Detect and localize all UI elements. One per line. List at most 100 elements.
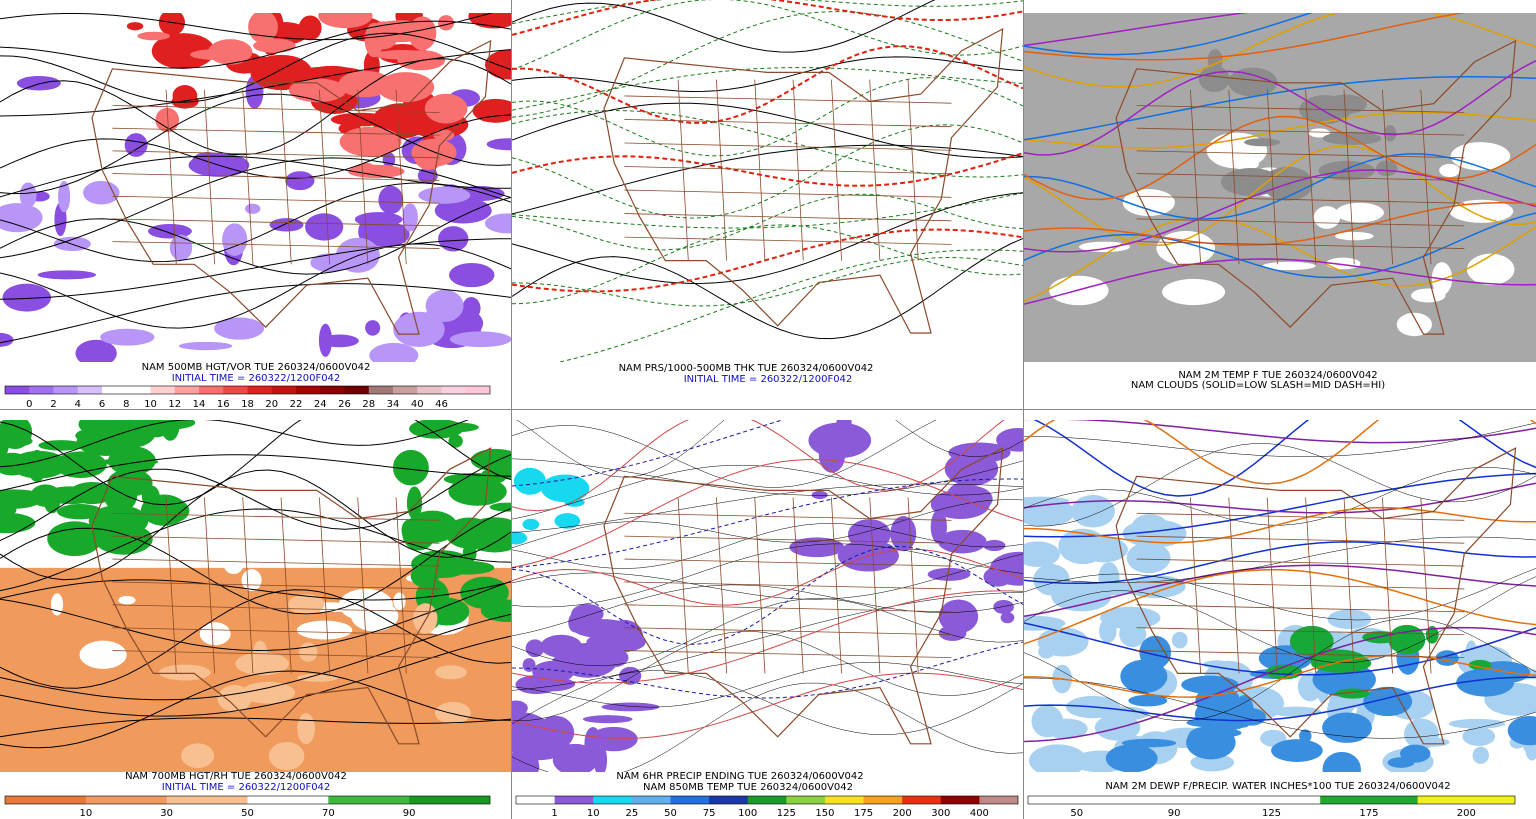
field-blob (50, 593, 64, 616)
state-border (165, 497, 177, 674)
contour (0, 182, 511, 263)
field-blob (372, 50, 433, 60)
state-border (112, 558, 440, 567)
colorbar-frame (4, 385, 491, 395)
contour (512, 420, 937, 488)
field-blob (1262, 261, 1316, 271)
caption: NAM 2M TEMP F TUE 260324/0600V042 (1178, 370, 1377, 381)
state-border (112, 650, 440, 658)
field-blob (522, 518, 540, 531)
country-border (91, 39, 492, 335)
field-blob (298, 15, 322, 41)
field-blob (1335, 202, 1384, 223)
field-blob (88, 505, 149, 538)
contour (0, 613, 511, 701)
contour (512, 256, 1023, 307)
contour (512, 545, 1023, 645)
field-blob (552, 653, 589, 670)
field-blob (365, 320, 381, 336)
state-border (1190, 89, 1202, 265)
field-blob (1466, 253, 1515, 286)
colorbar-label: 75 (703, 808, 716, 819)
colorbar-label: 34 (387, 399, 400, 410)
field-blob (370, 20, 430, 43)
contour (512, 584, 1023, 637)
field-blob (1098, 562, 1120, 594)
colorbar-label: 90 (1168, 808, 1181, 819)
field-blob (418, 186, 471, 204)
field-blob (1079, 536, 1128, 563)
contour (512, 0, 936, 53)
contour (512, 109, 1023, 178)
contour (512, 193, 1023, 251)
contour (0, 238, 511, 300)
field-blob (1181, 675, 1239, 694)
field-blob (208, 39, 253, 65)
field-blob (305, 213, 344, 241)
state-border (112, 535, 440, 544)
field-blob (1388, 624, 1426, 655)
contour (1024, 13, 1466, 61)
contour (0, 508, 511, 615)
state-border (112, 604, 440, 613)
field-blob (1465, 640, 1478, 666)
contour (1024, 13, 1249, 47)
contour (1024, 420, 1536, 444)
state-border (1136, 127, 1465, 136)
field-blob (338, 588, 393, 621)
country-border (603, 447, 1004, 745)
contour (512, 102, 1023, 159)
caption: NAM CLOUDS (SOLID=LOW SLASH=MID DASH=HI) (1131, 380, 1385, 391)
field-blob (296, 620, 353, 640)
state-border (1136, 195, 1465, 204)
field-blob (432, 422, 479, 433)
state-border (677, 497, 689, 674)
state-border (112, 241, 440, 249)
field-blob (288, 78, 347, 103)
contour (1024, 153, 1536, 220)
colorbar-label: 22 (290, 399, 303, 410)
contour (512, 631, 1023, 721)
colorbar-label: 300 (931, 808, 950, 819)
state-border (242, 497, 254, 674)
state-border (624, 627, 952, 636)
contour (512, 672, 1023, 739)
field-blob (1449, 199, 1514, 223)
state-border (830, 79, 842, 261)
field-blob (0, 489, 42, 502)
field-blob (241, 681, 295, 704)
state-border (112, 105, 440, 113)
field-blob (484, 213, 511, 234)
field-blob (155, 107, 180, 133)
field-blob (993, 599, 1014, 614)
field-blob (433, 129, 455, 141)
field-blob (392, 449, 429, 486)
colorbar-frame (4, 795, 491, 805)
contour (512, 224, 1023, 305)
colorbar-swatch (863, 796, 903, 804)
field-blob (1472, 746, 1490, 764)
field-blob (434, 665, 467, 680)
state-border (624, 142, 952, 151)
contour (1024, 622, 1536, 676)
contour (512, 478, 1023, 569)
field-blob (460, 576, 509, 609)
field-blob (38, 440, 84, 451)
field-blob (1126, 542, 1171, 574)
field-blob (1171, 241, 1187, 258)
caption: INITIAL TIME = 260322/1200F042 (172, 373, 341, 384)
state-border (1136, 558, 1465, 567)
caption: INITIAL TIME = 260322/1200F042 (684, 374, 853, 385)
field-blob (1206, 132, 1268, 169)
contour (512, 459, 1023, 568)
contour (1024, 506, 1536, 544)
field-blob (1289, 625, 1334, 657)
colorbar-label: 125 (1262, 808, 1281, 819)
field-blob (318, 323, 333, 357)
colorbar-swatch (417, 386, 442, 394)
contour (1024, 443, 1536, 527)
field-blob (393, 592, 406, 611)
field-blob (1228, 67, 1278, 97)
state-border (112, 218, 440, 227)
state-border (624, 166, 952, 175)
